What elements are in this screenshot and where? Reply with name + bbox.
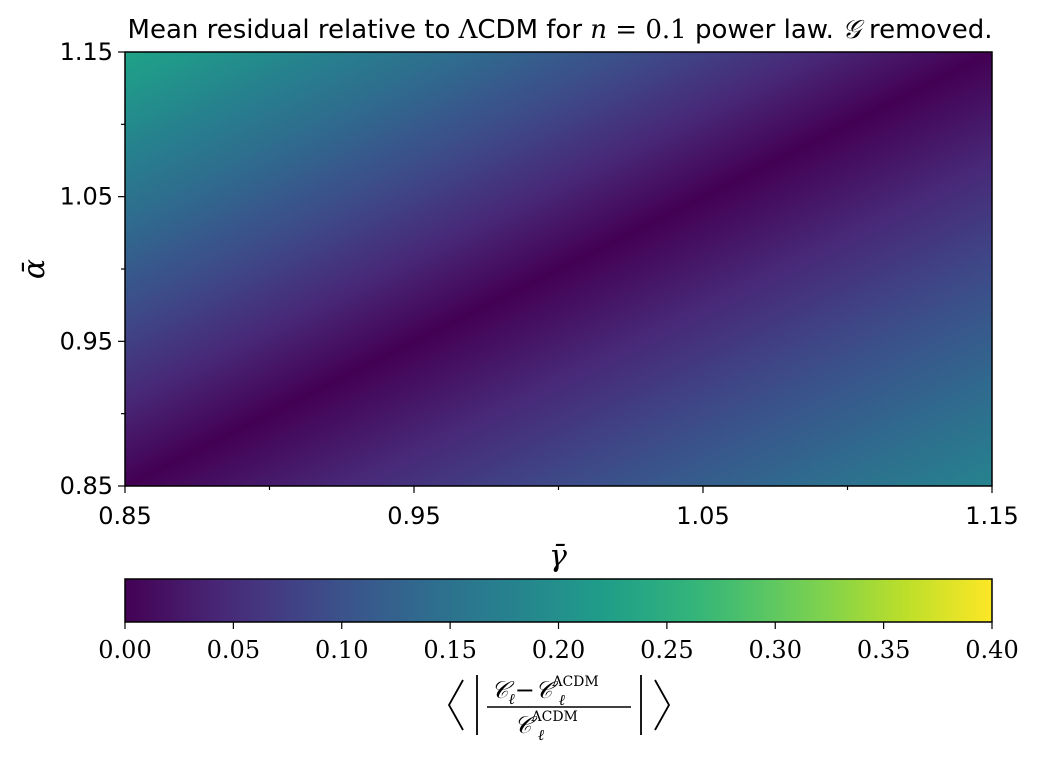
chart-title: Mean residual relative to ΛCDM for n = 0…: [128, 15, 993, 45]
x-axis: 0.85 0.95 1.05 1.15: [98, 486, 1019, 530]
colorbar-tick-label: 0.20: [532, 636, 585, 664]
colorbar: 0.00 0.05 0.10 0.15 0.20 0.25 0.30 0.35 0.40: [98, 578, 1019, 664]
colorbar-tick-label: 0.10: [315, 636, 368, 664]
x-tick-label: 1.05: [676, 502, 729, 530]
colorbar-tick-label: 0.30: [749, 636, 802, 664]
x-axis-label: γ̄: [549, 539, 567, 574]
y-tick-label: 1.05: [60, 183, 113, 211]
heatmap-image: [125, 52, 992, 486]
colorbar-tick-label: 0.05: [207, 636, 260, 664]
y-axis-label: ᾱ: [17, 259, 52, 279]
x-tick-label: 1.15: [965, 502, 1018, 530]
y-axis: 0.85 0.95 1.05 1.15: [60, 38, 125, 500]
colorbar-tick-label: 0.00: [98, 636, 151, 664]
colorbar-tick-label: 0.35: [857, 636, 910, 664]
left-angle-bracket: [447, 679, 464, 731]
heatmap-plot: [124, 51, 993, 487]
numerator: 𝒞ℓ−𝒞ΛCDM ℓ: [491, 674, 599, 709]
colorbar-gradient: [125, 579, 992, 622]
right-angle-bracket: [654, 679, 671, 731]
x-tick-label: 0.85: [98, 502, 151, 530]
colorbar-ticks: 0.00 0.05 0.10 0.15 0.20 0.25 0.30 0.35 0.40: [98, 622, 1019, 664]
colorbar-tick-label: 0.25: [640, 636, 693, 664]
colorbar-label: 𝒞ℓ−𝒞ΛCDM ℓ 𝒞ΛCDM ℓ: [447, 674, 671, 744]
denominator: 𝒞ΛCDM ℓ: [514, 709, 578, 744]
colorbar-tick-label: 0.15: [423, 636, 476, 664]
colorbar-tick-label: 0.40: [965, 636, 1018, 664]
y-tick-label: 0.85: [60, 472, 113, 500]
y-tick-label: 0.95: [60, 327, 113, 355]
x-tick-label: 0.95: [387, 502, 440, 530]
y-tick-label: 1.15: [60, 38, 113, 66]
